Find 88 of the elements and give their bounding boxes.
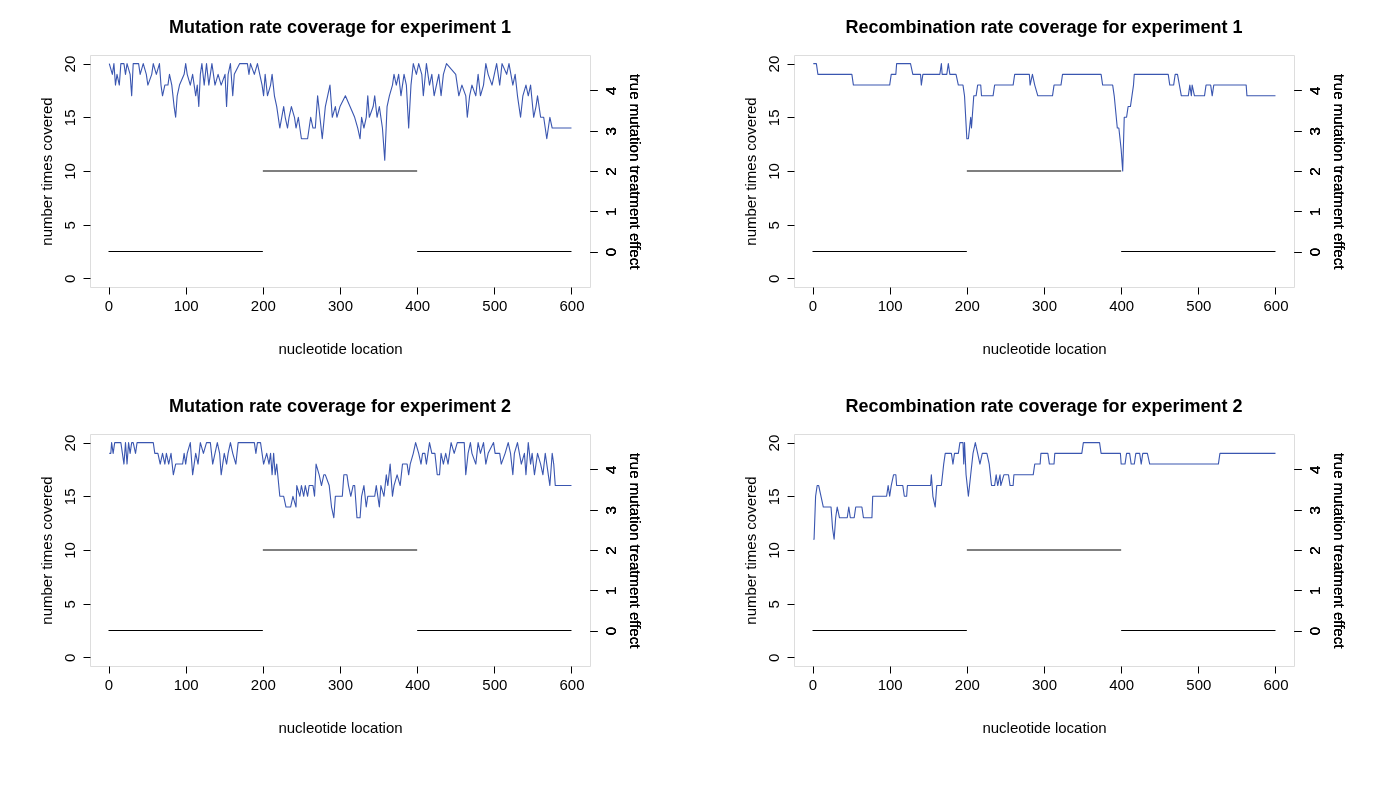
y-tick-label: 20 [764,434,782,452]
y2-tick-label: 3 [601,127,619,136]
y2-axis-title: true mutation treatment effect [1330,452,1348,650]
x-tick-label: 600 [1263,296,1289,314]
y-tick-label: 15 [60,109,78,127]
x-axis-title: nucleotide location [278,339,403,357]
y2-axis-title: true mutation treatment effect [1330,73,1348,271]
y-tick-label: 20 [764,55,782,73]
x-tick-label: 200 [250,675,276,693]
y2-tick-label: 4 [1305,86,1323,96]
y2-tick-label: 2 [601,167,619,176]
y-tick-label: 20 [60,434,78,452]
y-axis-title: number times covered [37,476,55,625]
y2-tick-label: 3 [1305,127,1323,136]
y-tick-label: 5 [764,600,782,609]
x-tick-label: 600 [559,296,585,314]
y-axis-title: number times covered [37,97,55,246]
y2-tick-label: 0 [1305,626,1323,636]
y-tick-label: 10 [764,542,782,559]
chart-title: Recombination rate coverage for experiment 1 [845,17,1243,37]
line-series [108,442,573,519]
y2-tick-label: 1 [1305,586,1323,595]
y-axis-title: number times covered [741,97,759,246]
y-axis-title: number times covered [741,476,759,625]
x-tick-label: 500 [1186,296,1212,314]
x-tick-label: 100 [877,296,903,314]
x-tick-label: 300 [1031,675,1058,693]
chart-title: Recombination rate coverage for experiment 2 [845,396,1243,416]
y2-tick-label: 3 [601,506,619,515]
x-tick-label: 200 [954,296,980,314]
y2-tick-label: 0 [601,247,619,257]
chart-title: Mutation rate coverage for experiment 2 [168,396,512,416]
y2-tick-label: 4 [601,86,619,96]
x-tick-label: 0 [104,675,114,693]
y2-tick-label: 1 [601,586,619,595]
y2-tick-label: 0 [1305,247,1323,257]
x-tick-label: 400 [405,675,431,693]
y2-tick-label: 1 [1305,207,1323,216]
x-tick-label: 0 [104,296,114,314]
x-tick-label: 500 [1186,675,1212,693]
x-tick-label: 300 [327,296,354,314]
x-tick-label: 400 [1109,675,1135,693]
y-tick-label: 5 [60,600,78,609]
y2-tick-label: 2 [601,546,619,555]
y2-tick-label: 0 [601,626,619,636]
x-axis-title: nucleotide location [278,718,403,736]
y-tick-label: 15 [764,109,782,127]
x-tick-label: 500 [482,296,508,314]
x-axis-title: nucleotide location [982,718,1107,736]
x-tick-label: 200 [954,675,980,693]
x-tick-label: 0 [808,296,818,314]
y-tick-label: 10 [60,163,78,180]
y2-tick-label: 4 [1305,465,1323,475]
y2-tick-label: 2 [1305,167,1323,176]
line-series [812,63,1277,172]
y2-tick-label: 1 [601,207,619,216]
x-tick-label: 0 [808,675,818,693]
x-axis-title: nucleotide location [982,339,1107,357]
y-tick-label: 5 [60,221,78,230]
x-tick-label: 100 [877,675,903,693]
y-tick-label: 0 [60,653,78,663]
y-tick-label: 20 [60,55,78,73]
y2-tick-label: 3 [1305,506,1323,515]
y-tick-label: 15 [60,488,78,506]
y2-tick-label: 2 [1305,546,1323,555]
chart-title: Mutation rate coverage for experiment 1 [168,17,512,37]
x-tick-label: 600 [559,675,585,693]
x-tick-label: 200 [250,296,276,314]
x-tick-label: 500 [482,675,508,693]
y-tick-label: 10 [764,163,782,180]
y-tick-label: 0 [764,653,782,663]
line-series [812,442,1277,540]
y-tick-label: 5 [764,221,782,230]
y2-axis-title: true mutation treatment effect [626,73,644,271]
y-tick-label: 10 [60,542,78,559]
x-tick-label: 400 [1109,296,1135,314]
x-tick-label: 600 [1263,675,1289,693]
y2-tick-label: 4 [601,465,619,475]
line-series [108,63,573,161]
x-tick-label: 400 [405,296,431,314]
y-tick-label: 0 [764,274,782,284]
x-tick-label: 300 [327,675,354,693]
x-tick-label: 100 [173,675,199,693]
y2-axis-title: true mutation treatment effect [626,452,644,650]
x-tick-label: 300 [1031,296,1058,314]
y-tick-label: 15 [764,488,782,506]
x-tick-label: 100 [173,296,199,314]
y-tick-label: 0 [60,274,78,284]
